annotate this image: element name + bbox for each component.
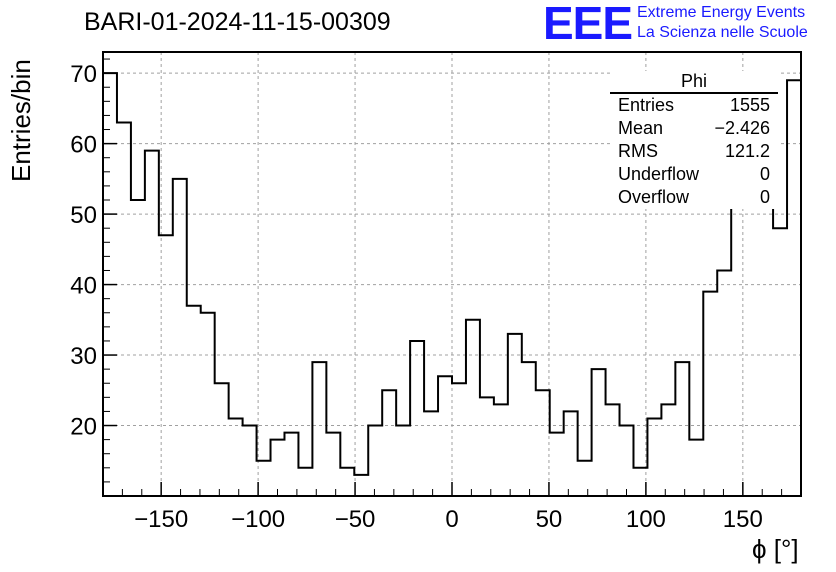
axis-tick-labels: −150 −100 −50 0 50 100 150 20 30 40 50 60 70 <box>70 61 763 533</box>
x-tick-label: −150 <box>134 506 188 533</box>
stats-value: 1555 <box>729 95 770 115</box>
stats-box: Phi Entries 1555 Mean −2.426 RMS 121.2 U… <box>610 71 778 209</box>
y-tick-label: 20 <box>70 414 97 441</box>
y-tick-label: 50 <box>70 202 97 229</box>
stats-value: −2.426 <box>714 118 770 138</box>
stats-value: 121.2 <box>724 141 770 161</box>
x-axis-label: ϕ [°] <box>752 534 799 564</box>
x-tick-label: 50 <box>536 506 563 533</box>
x-tick-label: −50 <box>335 506 376 533</box>
stats-row-underflow: Underflow 0 <box>610 163 778 186</box>
x-tick-label: 0 <box>445 506 458 533</box>
stats-label: RMS <box>618 141 658 161</box>
logo-line-2: La Scienza nelle Scuole <box>637 24 808 41</box>
x-tick-label: −100 <box>231 506 285 533</box>
grid-lines <box>103 52 801 496</box>
stats-value: 0 <box>759 164 770 184</box>
stats-row-entries: Entries 1555 <box>610 94 778 117</box>
stats-row-mean: Mean −2.426 <box>610 117 778 140</box>
histogram-series <box>102 72 802 496</box>
stats-title: Phi <box>610 71 778 94</box>
stats-label: Underflow <box>618 164 700 184</box>
stats-label: Mean <box>618 118 664 138</box>
eee-logo: EEE <box>543 0 633 49</box>
stats-value: 0 <box>759 187 770 207</box>
chart-title: BARI-01-2024-11-15-00309 <box>84 8 391 36</box>
logo-caption: Extreme Energy Events La Scienza nelle S… <box>637 3 808 43</box>
axis-ticks <box>102 58 802 496</box>
y-tick-label: 60 <box>70 132 97 159</box>
stats-label: Entries <box>618 95 675 115</box>
x-tick-label: 100 <box>626 506 666 533</box>
logo-line-1: Extreme Energy Events <box>637 4 806 21</box>
y-tick-label: 30 <box>70 343 97 370</box>
stats-label: Overflow <box>618 187 690 207</box>
y-tick-label: 40 <box>70 273 97 300</box>
stats-row-overflow: Overflow 0 <box>610 186 778 209</box>
y-tick-label: 70 <box>70 61 97 88</box>
y-axis-label: Entries/bin <box>6 59 36 182</box>
stats-row-rms: RMS 121.2 <box>610 140 778 163</box>
x-tick-label: 150 <box>723 506 763 533</box>
